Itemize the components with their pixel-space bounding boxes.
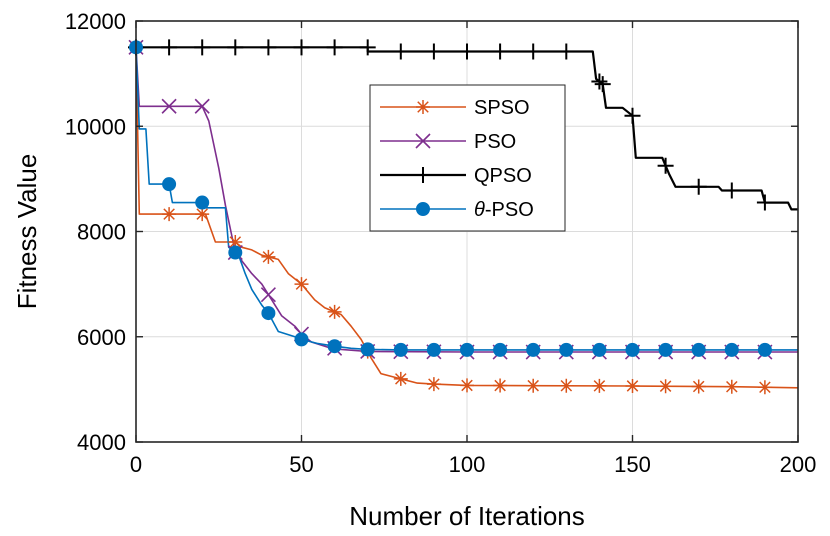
data-point-spso	[327, 304, 342, 319]
data-point-qpso	[227, 39, 244, 56]
data-point-theta-pso	[658, 342, 673, 357]
legend-label-qpso: QPSO	[474, 165, 532, 187]
y-tick-labels: 4000 6000 8000 10000 12000	[65, 9, 126, 455]
data-point-qpso	[161, 39, 178, 56]
legend-label-pso: PSO	[474, 131, 516, 153]
data-point-qpso	[392, 43, 409, 60]
data-point-spso	[228, 235, 243, 250]
data-point-theta-pso	[228, 245, 243, 260]
data-point-pso	[161, 98, 177, 114]
legend-marker-pso	[415, 133, 431, 149]
data-point-spso	[294, 277, 309, 292]
data-point-spso	[691, 379, 706, 394]
data-point-spso	[426, 377, 441, 392]
data-point-qpso	[690, 178, 707, 195]
data-point-theta-pso	[559, 342, 574, 357]
legend-label-theta-pso: θ-PSO	[474, 199, 534, 221]
y-tick-label: 4000	[77, 430, 126, 455]
data-point-theta-pso	[294, 332, 309, 347]
data-point-qpso	[293, 39, 310, 56]
data-point-theta-pso	[460, 342, 474, 357]
data-point-theta-pso	[360, 342, 375, 357]
data-point-theta-pso	[426, 342, 441, 357]
legend: SPSO PSO QPSO θ-PSO	[369, 84, 566, 232]
data-point-spso	[493, 378, 508, 393]
data-point-theta-pso	[724, 342, 739, 357]
axis-ticks	[135, 20, 799, 443]
y-tick-label: 10000	[65, 114, 126, 139]
data-point-theta-pso	[261, 306, 276, 321]
data-point-spso	[162, 207, 177, 222]
data-point-qpso	[260, 39, 277, 56]
data-point-theta-pso	[195, 195, 210, 210]
data-point-spso	[757, 380, 772, 395]
data-point-qpso	[657, 157, 674, 174]
y-tick-label: 8000	[77, 220, 126, 245]
x-tick-labels: 0 50 100 150 200	[130, 452, 816, 477]
data-point-qpso	[756, 194, 773, 211]
data-point-spso	[592, 378, 607, 393]
data-point-pso	[260, 287, 276, 303]
x-axis-label: Number of Iterations	[349, 501, 585, 531]
data-point-theta-pso	[625, 342, 640, 357]
data-point-spso	[658, 379, 673, 394]
data-point-qpso	[591, 73, 608, 90]
data-point-qpso	[459, 43, 475, 60]
y-tick-label: 6000	[77, 325, 126, 350]
data-point-spso	[724, 379, 739, 394]
data-point-qpso	[558, 43, 575, 60]
data-point-qpso	[425, 43, 442, 60]
legend-marker-spso	[416, 100, 430, 114]
legend-marker-theta-pso	[416, 202, 430, 216]
data-point-spso	[625, 378, 640, 393]
data-point-qpso	[594, 76, 611, 93]
x-tick-label: 100	[449, 452, 486, 477]
data-point-theta-pso	[691, 342, 706, 357]
data-point-pso	[194, 98, 210, 114]
data-point-qpso	[359, 39, 376, 56]
data-point-qpso	[624, 107, 641, 124]
data-point-theta-pso	[327, 339, 342, 354]
x-tick-label: 200	[780, 452, 817, 477]
data-point-qpso	[723, 182, 740, 199]
data-point-qpso	[326, 39, 343, 56]
data-point-spso	[460, 378, 474, 393]
legend-label-spso: SPSO	[474, 97, 530, 119]
data-point-theta-pso	[757, 342, 772, 357]
series-markers	[128, 39, 773, 395]
data-point-qpso	[194, 39, 211, 56]
data-point-spso	[393, 371, 408, 386]
legend-box	[369, 84, 566, 232]
data-point-theta-pso	[162, 177, 177, 192]
x-tick-label: 150	[614, 452, 651, 477]
data-point-spso	[559, 378, 574, 393]
data-point-qpso	[525, 43, 542, 60]
data-point-theta-pso	[526, 342, 541, 357]
data-point-spso	[261, 249, 276, 264]
data-point-theta-pso	[592, 342, 607, 357]
data-point-theta-pso	[493, 342, 508, 357]
data-point-theta-pso	[393, 342, 408, 357]
x-tick-label: 50	[289, 452, 313, 477]
x-tick-label: 0	[130, 452, 142, 477]
y-axis-label: Fitness Value	[12, 154, 42, 310]
data-point-spso	[526, 378, 541, 393]
legend-marker-qpso	[415, 167, 431, 183]
data-point-spso	[195, 207, 210, 222]
data-point-qpso	[492, 43, 509, 60]
y-tick-label: 12000	[65, 9, 126, 34]
